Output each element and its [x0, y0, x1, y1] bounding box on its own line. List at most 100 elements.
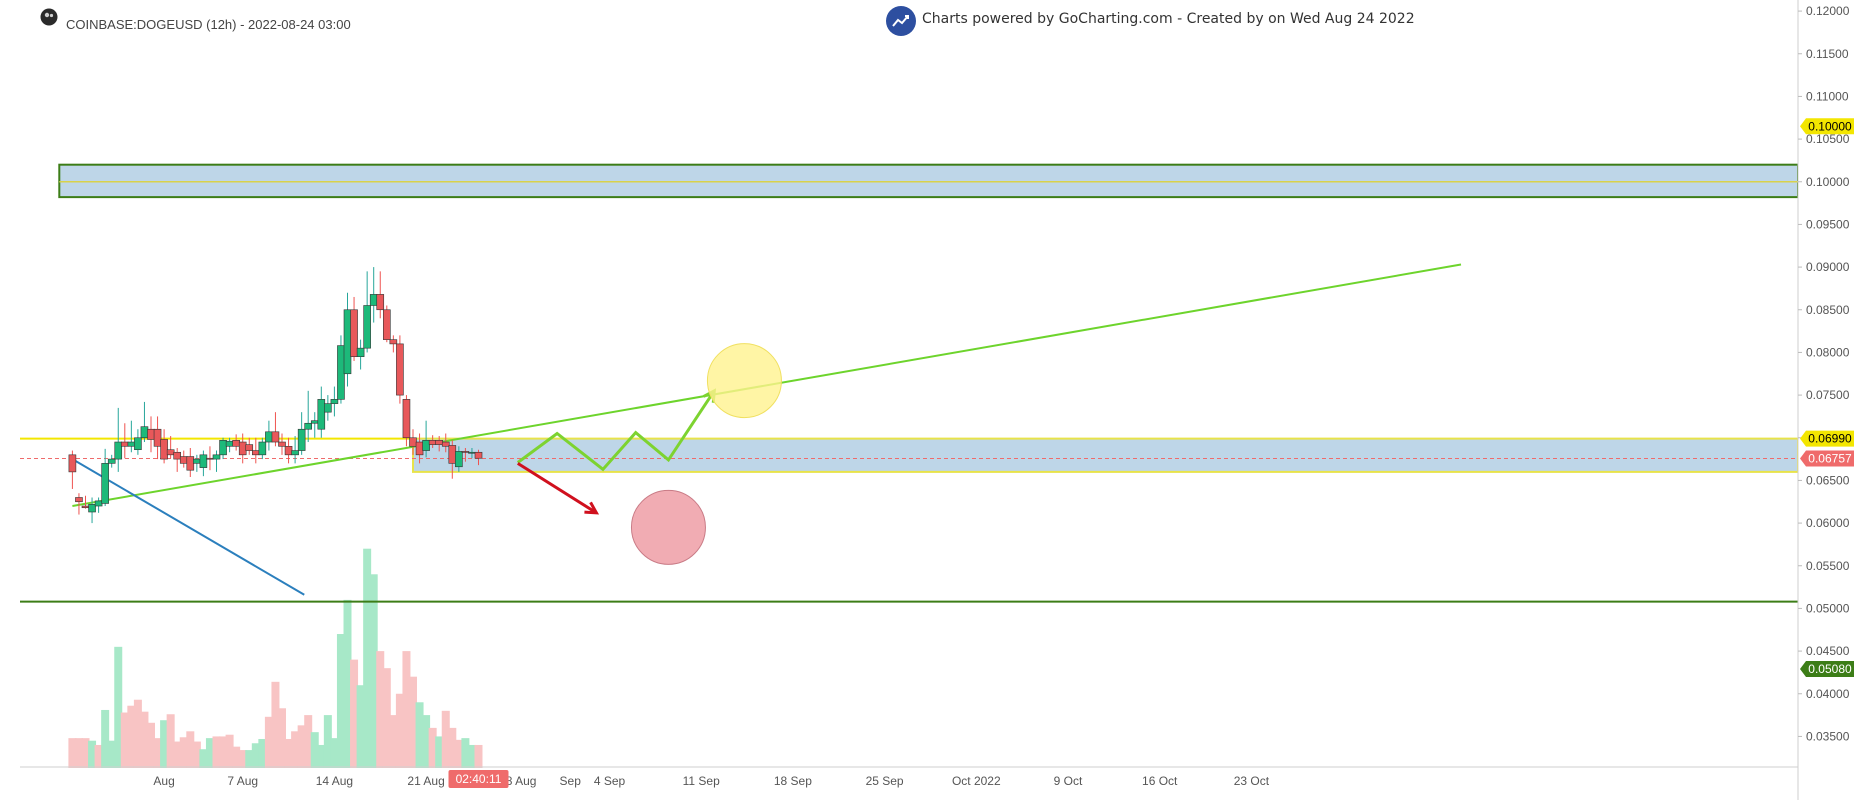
candle-body: [356, 347, 365, 357]
candle-body: [304, 422, 313, 430]
volume-bar: [474, 744, 483, 768]
volume-bar: [448, 727, 457, 768]
candle-body: [252, 450, 260, 456]
candle: [265, 420, 273, 451]
volume-bar: [291, 731, 300, 768]
bearish-arrowhead: [584, 501, 600, 515]
candle-body: [114, 441, 123, 460]
candle-body: [140, 426, 149, 439]
y-tick-label: 0.05000: [1806, 601, 1850, 615]
plot-area: [20, 163, 1798, 768]
volume-bar: [245, 750, 254, 768]
candle: [441, 433, 450, 453]
powered-by-text: Charts powered by GoCharting.com - Creat…: [922, 11, 1415, 27]
x-tick-label: 9 Oct: [1054, 774, 1083, 788]
candle-body: [396, 343, 404, 396]
volume-bar: [81, 738, 90, 768]
volume-bar: [278, 708, 286, 768]
candle-body: [94, 500, 103, 507]
volume-bar: [68, 738, 77, 768]
y-tick-label: 0.06500: [1806, 473, 1850, 487]
candle-body: [369, 294, 378, 306]
candle-body: [147, 428, 155, 440]
candle: [278, 433, 286, 455]
price-badge: 0.06990: [1800, 430, 1854, 447]
y-tick-label: 0.03500: [1806, 729, 1850, 743]
candle: [422, 420, 430, 458]
volume-bar: [212, 736, 221, 768]
candle: [225, 437, 234, 453]
x-tick-label: Sep: [560, 774, 582, 788]
volume-bar: [199, 749, 208, 768]
y-tick-label: 0.11500: [1806, 47, 1849, 61]
y-tick-label: 0.08000: [1806, 345, 1850, 359]
candle: [376, 271, 385, 319]
candle: [160, 429, 168, 464]
candle: [271, 412, 280, 447]
candle: [81, 495, 90, 509]
price-badge-label: 0.06757: [1808, 451, 1852, 465]
volume-bar: [415, 702, 424, 768]
volume-bar: [297, 725, 306, 768]
volume-bar: [127, 705, 136, 768]
volume-bar: [428, 727, 437, 768]
candle-body: [199, 454, 208, 468]
candle: [455, 446, 463, 472]
volume-bar: [74, 738, 83, 768]
volume-bar: [160, 720, 169, 768]
volume-bar: [363, 548, 372, 768]
volume-bar: [94, 744, 103, 768]
price-badge: 0.06757: [1800, 450, 1854, 467]
candle: [107, 454, 116, 468]
candle: [356, 339, 365, 370]
price-badge-label: 0.06990: [1808, 432, 1852, 446]
resistance-zone-upper: [58, 163, 1798, 199]
candle-body: [101, 463, 109, 504]
price-badge: 0.05080: [1800, 661, 1854, 678]
candle-body: [350, 309, 358, 357]
candle-body: [409, 437, 417, 447]
candle-body: [291, 450, 299, 456]
countdown-label: 02:40:11: [456, 772, 502, 786]
candle-body: [245, 444, 254, 451]
volume-bar: [173, 741, 182, 768]
candle-body: [435, 440, 444, 445]
candle-body: [68, 454, 77, 473]
volume-bar: [238, 750, 247, 768]
candle-body: [186, 456, 195, 471]
candle-body: [127, 441, 136, 447]
volume-bar: [271, 681, 280, 768]
volume-bar: [395, 693, 404, 768]
volume-bar: [101, 709, 110, 768]
candle: [474, 449, 483, 466]
candle-body: [271, 431, 280, 443]
dogecoin-logo-icon: [40, 8, 58, 26]
candle-body: [415, 441, 424, 456]
volume-bar: [461, 738, 470, 768]
candle: [317, 386, 326, 438]
candle-body: [107, 458, 116, 464]
candle-body: [330, 399, 339, 404]
x-tick-label: 4 Sep: [594, 774, 626, 788]
volume-bar: [140, 711, 149, 768]
volume-bar: [467, 744, 476, 768]
y-tick-label: 0.09500: [1806, 217, 1850, 231]
candle-body: [81, 505, 90, 509]
x-tick-label: Aug: [153, 774, 174, 788]
price-badge-bg: [1800, 450, 1854, 467]
candle: [186, 448, 195, 478]
price-badge-bg: [1800, 661, 1854, 678]
volume-bar: [304, 715, 313, 768]
candle-body: [153, 428, 162, 447]
volume-bar: [258, 738, 267, 768]
candle-body: [324, 403, 332, 413]
candle: [363, 271, 371, 353]
candle-body: [461, 451, 470, 453]
x-tick-label: 14 Aug: [316, 774, 353, 788]
candle: [252, 437, 260, 464]
candle-body: [238, 441, 247, 456]
candle-body: [219, 440, 227, 456]
candle-body: [265, 431, 273, 443]
candle: [94, 497, 103, 513]
